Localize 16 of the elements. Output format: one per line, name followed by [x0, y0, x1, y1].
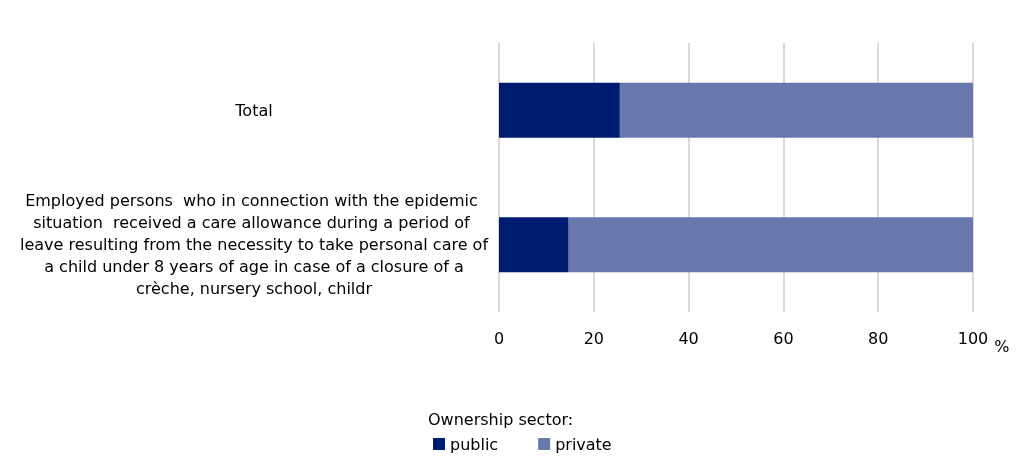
bar — [568, 217, 973, 273]
y-tick-label: Total — [234, 100, 273, 120]
x-tick-label: 20 — [583, 328, 604, 348]
x-tick-label: 60 — [773, 328, 794, 348]
legend-label: public — [450, 434, 499, 454]
x-tick-label: 0 — [493, 328, 505, 348]
x-axis-title: % — [994, 336, 1010, 356]
bar — [499, 217, 569, 273]
x-tick-label: 40 — [678, 328, 699, 348]
legend-label: private — [555, 434, 612, 454]
x-tick-label: 80 — [868, 328, 889, 348]
y-tick-label: Employed persons who in connection with the epidemic situation received a care allowance during a period of leave resulting from the necessity to take personal care of a child under 8 years of age in case of a closure of a crèche, nursery school, childr — [19, 191, 489, 299]
legend-title: Ownership sector: — [428, 409, 574, 429]
bar — [499, 82, 620, 138]
bar — [619, 82, 973, 138]
x-tick-label: 100 — [957, 328, 989, 348]
